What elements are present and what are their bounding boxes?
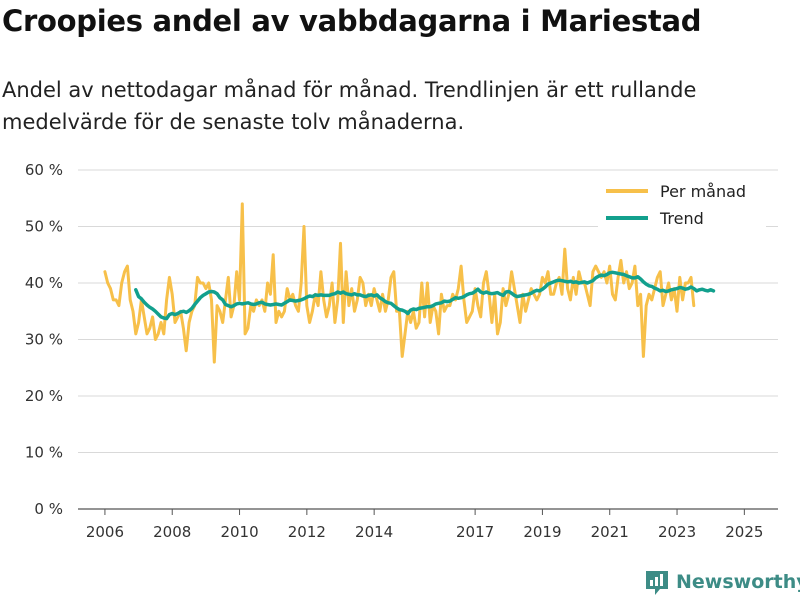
y-tick-label: 10 % (25, 444, 63, 462)
legend-background (598, 176, 766, 230)
legend: Per månad Trend (598, 176, 766, 230)
y-tick-label: 30 % (25, 331, 63, 349)
line-chart: 0 % 10 % 20 % 30 % 40 % 50 % 60 % 2006 2008 2010… (25, 161, 778, 541)
series-line-trend (134, 270, 716, 321)
x-tick-label: 2023 (658, 523, 696, 541)
x-tick-label: 2010 (220, 523, 258, 541)
x-tick-label: 2021 (591, 523, 629, 541)
x-axis: 2006 2008 2010 2012 2014 2017 2019 2021 2023 2025 (86, 509, 763, 541)
y-tick-label: 50 % (25, 218, 63, 236)
x-tick-label: 2012 (288, 523, 326, 541)
plot-area (103, 202, 716, 364)
x-tick-label: 2006 (86, 523, 124, 541)
newsworthy-icon (646, 571, 668, 595)
x-tick-label: 2019 (523, 523, 561, 541)
y-tick-label: 60 % (25, 161, 63, 179)
x-tick-label: 2025 (725, 523, 763, 541)
chart-subtitle: Andel av nettodagar månad för månad. Tre… (2, 78, 697, 134)
newsworthy-logo: Newsworthy (644, 568, 800, 596)
x-tick-label: 2017 (456, 523, 494, 541)
legend-label-per-month: Per månad (660, 182, 746, 201)
chart-title: Croopies andel av vabbdagarna i Mariesta… (2, 4, 702, 38)
legend-label-trend: Trend (659, 209, 704, 228)
y-tick-label: 40 % (25, 274, 63, 292)
brand-name: Newsworthy (676, 571, 800, 593)
y-tick-label: 20 % (25, 387, 63, 405)
y-tick-label: 0 % (34, 500, 63, 518)
x-tick-label: 2014 (355, 523, 393, 541)
y-axis: 0 % 10 % 20 % 30 % 40 % 50 % 60 % (25, 161, 63, 518)
x-tick-label: 2008 (153, 523, 191, 541)
